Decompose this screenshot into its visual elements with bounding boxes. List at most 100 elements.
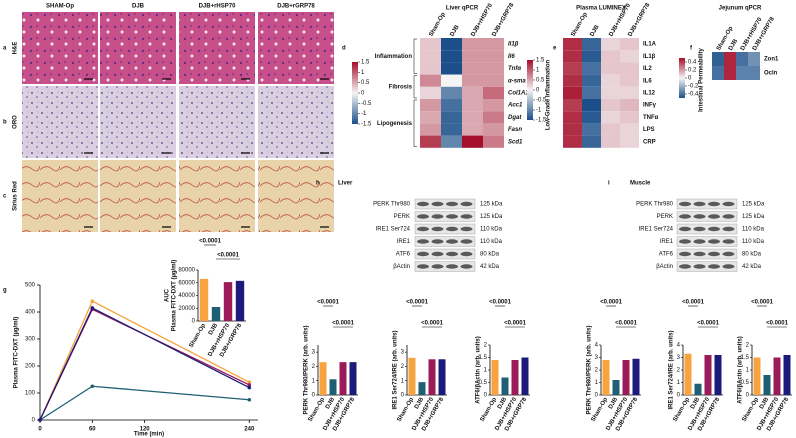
bar xyxy=(438,359,446,395)
micrograph xyxy=(179,160,255,232)
bar xyxy=(773,357,781,395)
blot-band xyxy=(446,239,458,244)
heatmap-cell xyxy=(724,66,736,80)
y-tick-label: 20000 xyxy=(178,306,195,312)
heatmap-cell xyxy=(483,123,504,136)
significance-label: <0.0001 xyxy=(406,300,429,306)
heatmap-cell xyxy=(620,135,639,148)
y-tick-label: 3 xyxy=(401,350,405,356)
heatmap-cell xyxy=(620,111,639,124)
blot-band xyxy=(417,214,429,219)
colorbar xyxy=(527,60,533,120)
heatmap-cell xyxy=(582,99,601,112)
heatmap-cell xyxy=(420,62,441,75)
panel-letter: e xyxy=(553,46,557,52)
blot-size: 125 kDa xyxy=(480,214,503,220)
y-axis-label: Plasma FITC-DXT (µg/ml) xyxy=(172,260,178,331)
colorbar-tick-label: -1.5 xyxy=(361,122,372,128)
heatmap-cell xyxy=(462,50,483,63)
y-tick-label: 80000 xyxy=(178,268,195,274)
blot-strip xyxy=(414,236,476,247)
micrograph xyxy=(258,86,334,158)
blot-band xyxy=(679,239,691,244)
row-label: Scd1 xyxy=(508,139,523,145)
blot-band xyxy=(446,201,458,207)
data-point xyxy=(90,384,95,389)
x-tick-label: DJB xyxy=(497,396,509,410)
heatmap-cell xyxy=(483,74,504,87)
blot-band xyxy=(722,214,735,219)
heatmap-cell xyxy=(563,86,582,99)
y-tick-label: 3 xyxy=(312,350,316,356)
micrograph xyxy=(179,12,255,84)
panel-letter: b xyxy=(3,120,7,126)
blot-band xyxy=(693,239,706,244)
heatmap-cell xyxy=(462,86,483,99)
micrograph xyxy=(100,12,176,84)
significance-label: <0.0001 xyxy=(489,300,512,306)
micrograph xyxy=(258,12,334,84)
heatmap-cell xyxy=(441,74,462,87)
blot-band xyxy=(708,264,720,269)
heatmap-cell xyxy=(582,111,601,124)
y-tick-label: 3 xyxy=(677,355,681,361)
blot-band xyxy=(460,214,473,219)
heatmap-cell xyxy=(748,66,760,80)
blot-band xyxy=(722,201,735,207)
heatmap-cell xyxy=(483,50,504,63)
blot-strip xyxy=(676,211,738,222)
x-tick-label: DJB xyxy=(759,396,771,410)
y-axis-label: PERK Thr980/PERK (arb. units) xyxy=(587,325,593,414)
bar xyxy=(632,358,640,395)
group-bracket xyxy=(413,38,417,74)
series-line xyxy=(39,307,250,421)
panel-letter: d xyxy=(342,46,346,52)
y-tick-label: 0.5 xyxy=(479,380,488,386)
x-tick-label: Sham-Op xyxy=(189,323,208,349)
blot-band xyxy=(708,201,720,207)
heatmap-cell xyxy=(462,135,483,148)
blot-name: IRE1 Ser724 xyxy=(376,227,411,233)
y-tick-label: 2 xyxy=(401,364,405,370)
significance-label: <0.0001 xyxy=(217,253,240,259)
colorbar-tick-label: 0 xyxy=(361,91,365,97)
heatmap-cell xyxy=(462,111,483,124)
micrograph xyxy=(100,86,176,158)
blot-strip xyxy=(676,223,738,235)
y-tick-label: 0.5 xyxy=(741,380,750,386)
side-label: Low-Grade Inflammation xyxy=(546,59,552,130)
heatmap-title: Jejunum qPCR xyxy=(719,6,762,12)
blot-band xyxy=(722,226,735,232)
x-tick-label: DJB xyxy=(208,322,220,336)
y-tick-label: 0 xyxy=(595,393,599,399)
heatmap-cell xyxy=(601,50,620,63)
colorbar-tick-label: -1.5 xyxy=(536,118,547,124)
group-label: Inflammation xyxy=(375,54,413,60)
bar xyxy=(511,360,519,395)
data-point xyxy=(247,383,252,387)
row-label: Zon1 xyxy=(764,57,779,63)
heatmap-cell xyxy=(441,111,462,124)
blot-name: ATF6 xyxy=(396,252,411,258)
bar xyxy=(491,360,499,395)
significance-label: <0.0001 xyxy=(332,321,355,327)
blot-size: 110 kDa xyxy=(480,227,503,233)
heatmap-cell xyxy=(420,123,441,136)
heatmap-cell xyxy=(563,38,582,51)
significance-label: <0.0001 xyxy=(751,300,774,306)
column-header: DJB xyxy=(728,38,740,52)
y-axis-label: IRE1 Ser724/IRE (arb. units) xyxy=(669,330,675,409)
heatmap-title: Liver qPCR xyxy=(446,6,479,12)
y-tick-label: 0 xyxy=(312,393,316,399)
row-label: IL12 xyxy=(643,90,656,96)
blot-name: IRE1 xyxy=(660,239,674,245)
heatmap-cell xyxy=(601,99,620,112)
blot-band xyxy=(431,239,444,244)
blot-band xyxy=(679,264,691,269)
heatmap-cell xyxy=(620,123,639,136)
heatmap-cell xyxy=(462,62,483,75)
blot-name: PERK xyxy=(394,214,410,220)
bar xyxy=(602,360,610,395)
heatmap-cell xyxy=(601,38,620,51)
y-tick-label: 0 xyxy=(192,319,196,325)
